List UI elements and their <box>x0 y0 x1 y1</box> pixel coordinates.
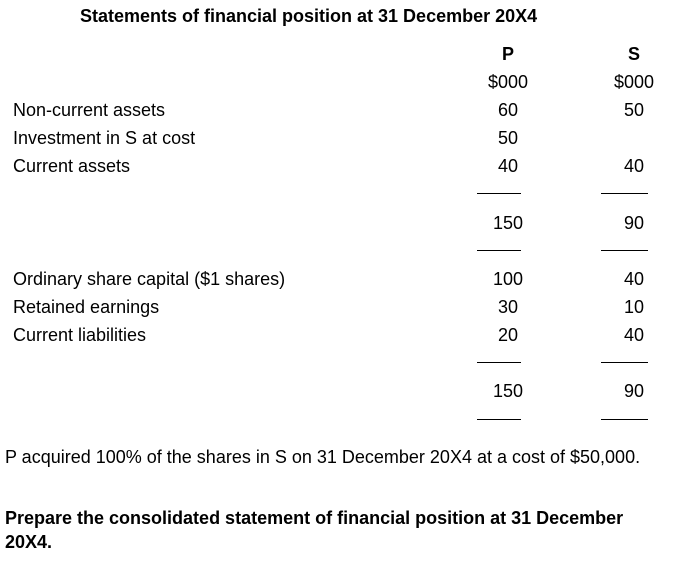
assets-total-row: 150 90 <box>0 213 683 239</box>
row-value-p: 40 <box>497 156 519 176</box>
row-value-s: 40 <box>623 156 645 176</box>
row-value-p: 60 <box>497 100 519 120</box>
total-value-p: 150 <box>492 213 524 233</box>
total-rule-s <box>601 419 648 420</box>
subtotal-rule-p <box>477 193 521 194</box>
asset-row-investment-in-s: Investment in S at cost 50 <box>0 128 683 154</box>
row-value-p: 50 <box>497 128 519 148</box>
row-value-p: 30 <box>497 297 519 317</box>
row-label: Retained earnings <box>13 297 160 317</box>
row-value-s: 50 <box>623 100 645 120</box>
row-value-s: 10 <box>623 297 645 317</box>
row-label: Current assets <box>13 156 131 176</box>
total-rule-p <box>477 419 521 420</box>
row-label: Investment in S at cost <box>13 128 196 148</box>
total-value-p: 150 <box>492 381 524 401</box>
liability-row-current-liabilities: Current liabilities 20 40 <box>0 325 683 351</box>
asset-row-non-current-assets: Non-current assets 60 50 <box>0 100 683 126</box>
task-instruction: Prepare the consolidated statement of fi… <box>5 508 624 552</box>
row-label: Ordinary share capital ($1 shares) <box>13 269 286 289</box>
subtotal-rule-p <box>477 362 521 363</box>
column-header-s: S <box>627 44 640 64</box>
column-unit-p: $000 <box>487 72 529 92</box>
equity-row-retained-earnings: Retained earnings 30 10 <box>0 297 683 323</box>
acquisition-note: P acquired 100% of the shares in S on 31… <box>5 447 641 467</box>
row-value-p: 20 <box>497 325 519 345</box>
column-header-p: P <box>501 44 514 64</box>
row-value-p: 100 <box>492 269 524 289</box>
statement-title: Statements of financial position at 31 D… <box>80 6 538 26</box>
column-unit-row: $000 $000 <box>0 72 683 98</box>
subtotal-rule-s <box>601 193 648 194</box>
column-header-row: P S <box>0 44 683 70</box>
equity-liabilities-total-row: 150 90 <box>0 381 683 407</box>
total-value-s: 90 <box>623 213 645 233</box>
asset-row-current-assets: Current assets 40 40 <box>0 156 683 182</box>
total-rule-s <box>601 250 648 251</box>
total-rule-p <box>477 250 521 251</box>
equity-row-share-capital: Ordinary share capital ($1 shares) 100 4… <box>0 269 683 295</box>
total-value-s: 90 <box>623 381 645 401</box>
row-value-s: 40 <box>623 269 645 289</box>
row-label: Non-current assets <box>13 100 166 120</box>
subtotal-rule-s <box>601 362 648 363</box>
column-unit-s: $000 <box>613 72 655 92</box>
row-value-s: 40 <box>623 325 645 345</box>
row-label: Current liabilities <box>13 325 147 345</box>
